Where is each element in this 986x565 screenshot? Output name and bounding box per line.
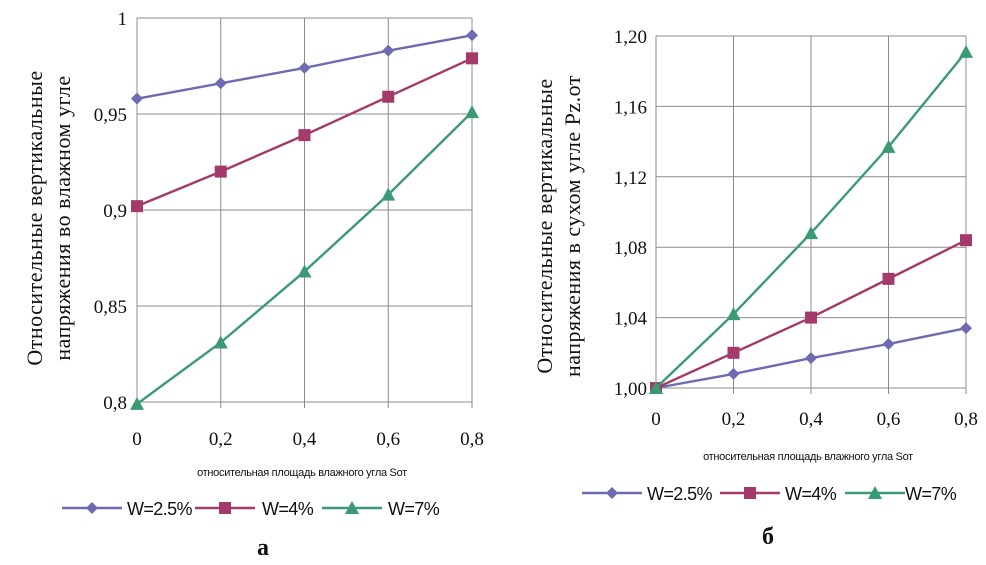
chart-a-xtick-label: 0,4 (293, 429, 317, 450)
chart-a-ytick-label: 1 (118, 9, 128, 30)
chart-b-data-point (726, 307, 741, 321)
chart-b-legend-label: W=2.5% (647, 484, 713, 504)
chart-a-data-point (381, 187, 396, 201)
chart-b-data-point (960, 322, 972, 335)
chart-a-data-point (130, 396, 144, 410)
chart-a-xtick-label: 0,8 (460, 429, 484, 450)
chart-b-legend-label: W=7% (905, 484, 957, 504)
chart-a-data-point (382, 44, 395, 57)
chart-a-xlabel: относительная площадь влажного угла Sот (197, 467, 407, 479)
chart-a-legend-label: W=7% (388, 499, 440, 519)
chart-b-xtick-label: 0,4 (799, 409, 823, 430)
chart-b-data-point (881, 139, 896, 153)
chart-b-ytick-label: 1,00 (614, 379, 647, 400)
chart-a-legend: W=2.5% W=4% W=7% (62, 499, 440, 519)
chart-a-data-point (131, 200, 143, 213)
chart-b-legend-marker (744, 487, 756, 499)
chart-a-data-point (466, 29, 478, 42)
chart-a-data-point (298, 61, 311, 74)
chart-a-data-point (213, 335, 228, 349)
chart-a-legend-marker (219, 502, 231, 514)
chart-a-data-point (131, 92, 143, 105)
chart-b-data-point (727, 346, 740, 359)
chart-b-xtick-label: 0,8 (954, 409, 978, 430)
chart-b-legend: W=2.5% W=4% W=7% (582, 484, 957, 504)
chart-a-data-point (382, 90, 395, 103)
chart-b-grid (655, 35, 967, 394)
chart-a-legend-marker (86, 502, 98, 514)
chart-a-series (130, 29, 479, 410)
chart-b-data-point (882, 272, 895, 285)
chart-b-data-point (805, 311, 817, 324)
chart-a-ticks: 0,8 0,85 0,9 0,95 1 0 0,2 0,4 0,6 0,8 (94, 9, 484, 450)
chart-b-xtick-label: 0,2 (722, 409, 746, 430)
chart-b-legend-label: W=4% (785, 484, 837, 504)
chart-a-xtick-label: 0 (132, 429, 142, 450)
chart-a-data-point (214, 165, 227, 178)
chart-a-ytick-label: 0,8 (103, 393, 127, 414)
chart-a: 0,8 0,85 0,9 0,95 1 0 0,2 0,4 0,6 0,8 Относительн… (22, 9, 484, 561)
chart-a-data-point (297, 264, 312, 278)
chart-a-grid (136, 17, 473, 408)
chart-a-data-point (298, 129, 311, 142)
chart-b-data-point (727, 367, 740, 380)
chart-b-ytick-label: 1,20 (614, 27, 647, 48)
chart-b-xtick-label: 0 (651, 409, 661, 430)
chart-a-data-point (465, 105, 479, 119)
chart-b-xtick-label: 0,6 (877, 409, 901, 430)
chart-b-ytick-label: 1,08 (614, 238, 647, 259)
chart-a-ytick-label: 0,95 (94, 105, 127, 126)
chart-b-ytick-label: 1,12 (614, 168, 647, 189)
chart-b-data-point (804, 226, 818, 240)
chart-a-data-point (214, 77, 227, 90)
chart-a-ylabel-line1: Относительные вертикальные (22, 70, 47, 365)
chart-b-xlabel: относительная площадь влажного угла Sот (703, 451, 913, 463)
chart-a-xtick-label: 0,2 (209, 429, 233, 450)
chart-b-data-point (805, 352, 817, 365)
chart-b-series (649, 44, 973, 394)
chart-b-ytick-label: 1,16 (614, 97, 647, 118)
chart-b-data-point (649, 381, 663, 394)
chart-b-panel-label: б (762, 524, 774, 550)
chart-a-panel-label: а (257, 535, 269, 561)
chart-b: 1,00 1,04 1,08 1,12 1,16 1,20 0 0,2 0,4 0,6 0,8 От… (532, 27, 978, 550)
chart-a-ylabel-line2: напряжения во влажном угле (50, 75, 75, 360)
chart-b-ytick-label: 1,04 (614, 309, 648, 330)
chart-b-legend-marker (606, 487, 618, 499)
chart-b-ticks: 1,00 1,04 1,08 1,12 1,16 1,20 0 0,2 0,4 0,6 0,8 (614, 27, 978, 430)
chart-a-ytick-label: 0,85 (94, 297, 127, 318)
chart-b-ylabel-line2: напряжения в сухом угле Pz.от (560, 75, 585, 377)
chart-b-data-point (882, 338, 895, 350)
chart-b-data-point (959, 44, 973, 58)
chart-a-ytick-label: 0,9 (103, 201, 127, 222)
chart-b-legend-marker (868, 486, 882, 499)
chart-a-xtick-label: 0,6 (376, 429, 400, 450)
chart-b-data-point (960, 234, 972, 247)
chart-b-ylabel-line1: Относительные вертикальные (532, 78, 557, 373)
chart-a-legend-label: W=2.5% (127, 499, 193, 519)
chart-a-legend-label: W=4% (262, 499, 314, 519)
chart-a-legend-marker (345, 501, 359, 514)
chart-a-data-point (466, 52, 478, 65)
